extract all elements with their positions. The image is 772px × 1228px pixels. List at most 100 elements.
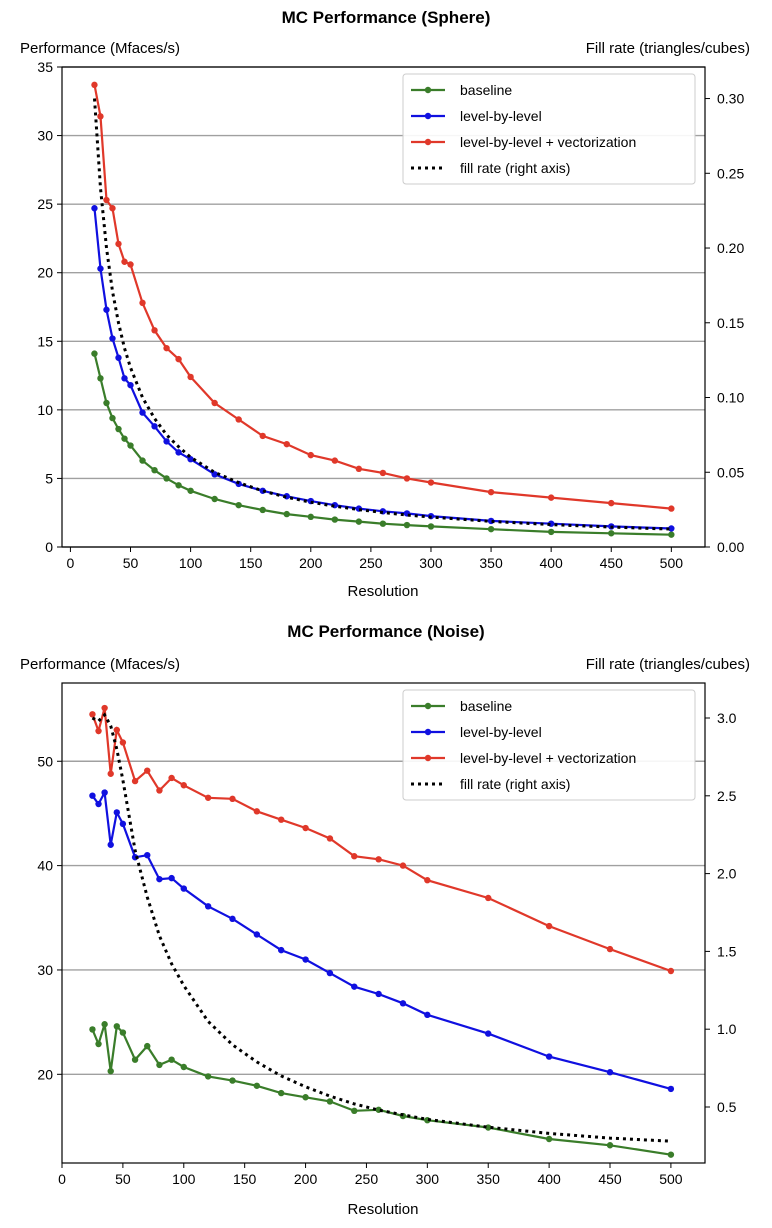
data-point-vectorization <box>97 113 104 120</box>
x-tick-label: 50 <box>123 555 139 571</box>
data-point-baseline <box>144 1042 151 1050</box>
data-point-baseline <box>608 530 615 537</box>
legend-swatch-marker <box>424 702 432 710</box>
legend-label: fill rate (right axis) <box>460 776 570 792</box>
data-point-baseline <box>163 475 170 482</box>
y2-tick-label: 0.10 <box>717 390 744 406</box>
data-point-vectorization <box>101 704 108 712</box>
legend-swatch-marker <box>424 754 432 762</box>
y-tick-label: 40 <box>37 858 53 874</box>
chart-sphere: MC Performance (Sphere) Performance (Mfa… <box>20 8 750 600</box>
x-tick-label: 400 <box>537 1171 561 1187</box>
legend-label: level-by-level <box>460 724 542 740</box>
chart-title: MC Performance (Noise) <box>287 622 484 641</box>
data-point-baseline <box>113 1023 121 1030</box>
y2-tick-label: 0.25 <box>717 165 744 181</box>
data-point-baseline <box>485 1124 492 1131</box>
y2-tick-label: 0.05 <box>717 464 744 480</box>
data-point-level-by-level <box>101 789 108 796</box>
data-point-baseline <box>545 1135 553 1143</box>
data-point-baseline <box>667 1151 675 1158</box>
data-point-baseline <box>151 467 158 474</box>
data-point-vectorization <box>89 711 96 718</box>
data-point-level-by-level <box>375 990 382 998</box>
data-point-baseline <box>187 487 194 494</box>
data-point-vectorization <box>424 877 431 884</box>
data-point-vectorization <box>302 824 309 832</box>
data-point-level-by-level <box>399 1000 407 1007</box>
data-point-baseline <box>119 1029 127 1036</box>
data-point-baseline <box>175 482 182 489</box>
data-point-vectorization <box>606 945 614 953</box>
y-tick-label: 30 <box>37 962 53 978</box>
data-point-vectorization <box>427 479 435 486</box>
plot-area: 0 50 100 150 200 250 300 350 400 450 500 0 5 10 15 20 25… <box>37 59 744 571</box>
legend-label: level-by-level + vectorization <box>460 134 636 150</box>
data-point-level-by-level <box>424 1011 431 1019</box>
data-point-vectorization <box>91 81 98 89</box>
data-point-vectorization <box>168 774 175 782</box>
data-point-baseline <box>487 525 495 533</box>
data-point-vectorization <box>113 726 121 734</box>
legend-label: fill rate (right axis) <box>460 160 570 176</box>
data-point-baseline <box>302 1094 309 1101</box>
data-point-vectorization <box>545 922 553 930</box>
data-point-baseline <box>379 520 387 527</box>
data-point-level-by-level <box>326 969 334 977</box>
data-point-vectorization <box>326 835 334 842</box>
data-point-baseline <box>156 1061 163 1069</box>
x-tick-label: 0 <box>67 555 75 571</box>
data-point-level-by-level <box>115 354 122 361</box>
x-tick-label: 0 <box>58 1171 66 1187</box>
x-tick-label: 250 <box>359 555 383 571</box>
data-point-vectorization <box>307 451 314 459</box>
series-line-baseline <box>93 353 672 536</box>
data-point-level-by-level <box>302 956 309 963</box>
data-point-level-by-level <box>180 885 187 892</box>
data-point-vectorization <box>127 261 134 268</box>
data-point-baseline <box>547 528 555 536</box>
data-point-level-by-level <box>119 820 127 828</box>
x-tick-label: 50 <box>115 1171 131 1187</box>
data-point-level-by-level <box>127 381 134 389</box>
data-point-vectorization <box>667 967 675 975</box>
data-point-level-by-level <box>144 851 151 859</box>
data-point-vectorization <box>139 299 146 307</box>
y-axis-label-left: Performance (Mfaces/s) <box>20 656 180 673</box>
data-point-baseline <box>283 510 290 518</box>
data-point-vectorization <box>668 505 675 512</box>
x-tick-label: 150 <box>233 1171 257 1187</box>
data-point-vectorization <box>403 475 411 482</box>
data-point-level-by-level <box>95 800 102 808</box>
x-tick-label: 150 <box>239 555 263 571</box>
data-point-baseline <box>668 531 675 538</box>
data-point-baseline <box>109 414 116 422</box>
data-point-level-by-level <box>175 449 182 456</box>
legend-swatch-marker <box>424 86 432 94</box>
x-tick-label: 100 <box>172 1171 196 1187</box>
data-point-baseline <box>606 1142 614 1149</box>
x-tick-label: 350 <box>479 555 503 571</box>
data-point-vectorization <box>355 465 363 473</box>
data-point-baseline <box>235 501 242 509</box>
x-tick-label: 450 <box>600 555 624 571</box>
x-tick-label: 400 <box>539 555 563 571</box>
data-point-vectorization <box>547 494 555 501</box>
data-point-level-by-level <box>168 874 175 882</box>
data-point-level-by-level <box>485 1030 492 1037</box>
data-point-level-by-level <box>229 915 236 923</box>
data-point-level-by-level <box>151 423 158 430</box>
y-tick-label: 0 <box>45 539 53 555</box>
data-point-level-by-level <box>113 809 121 816</box>
legend-swatch-marker <box>424 728 432 736</box>
data-point-baseline <box>355 518 363 525</box>
y-tick-label: 5 <box>45 470 53 486</box>
data-point-vectorization <box>187 373 194 381</box>
data-point-baseline <box>204 1073 212 1080</box>
data-point-baseline <box>121 435 128 442</box>
y-axis-label-right: Fill rate (triangles/cubes) <box>586 656 750 673</box>
data-point-baseline <box>168 1056 175 1063</box>
data-point-level-by-level <box>156 875 163 883</box>
y-axis-label-left: Performance (Mfaces/s) <box>20 40 180 57</box>
